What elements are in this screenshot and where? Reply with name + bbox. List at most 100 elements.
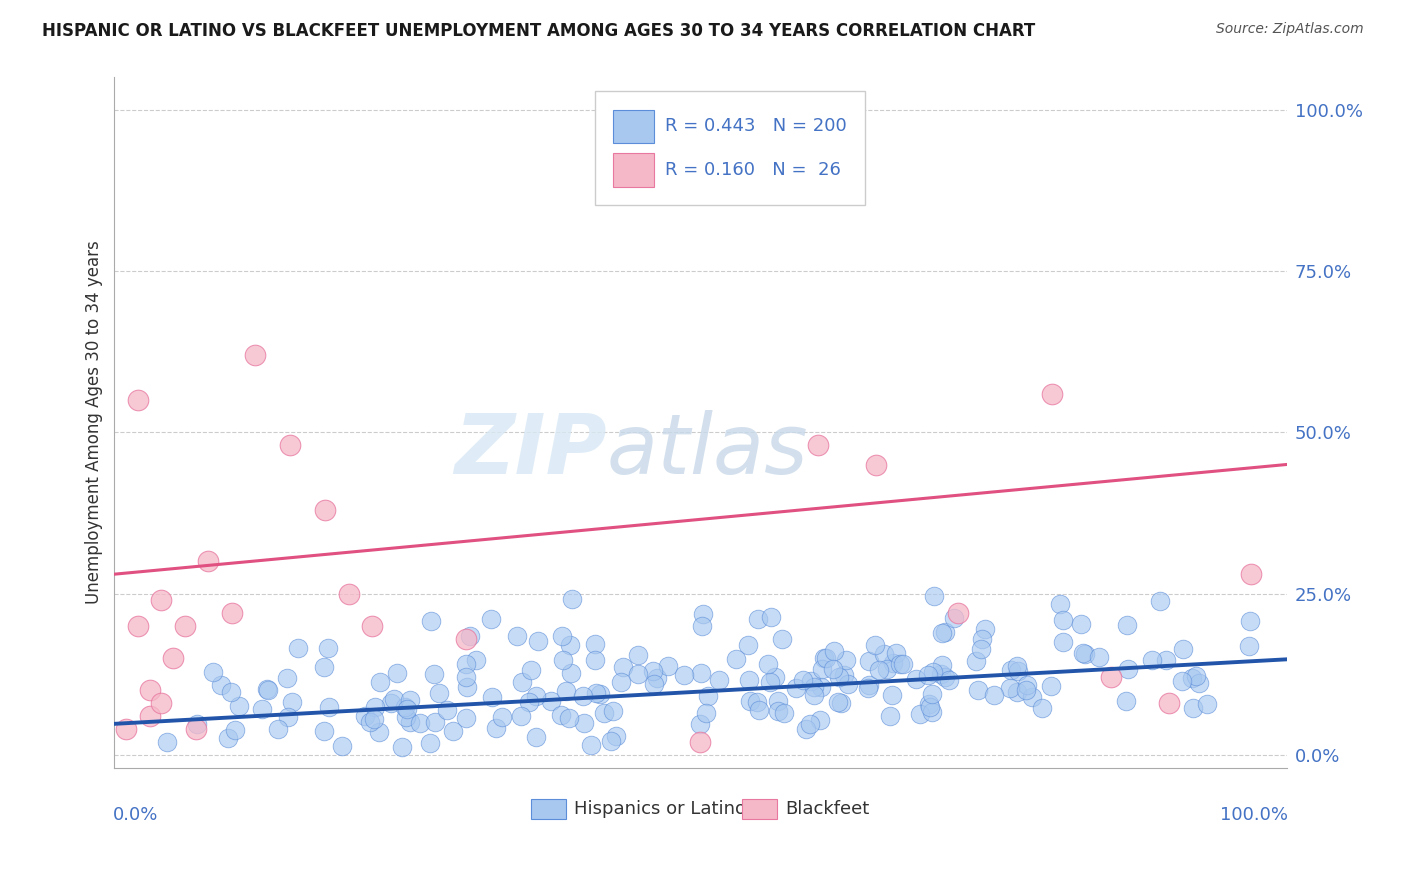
Point — [641, 665, 664, 679]
Point — [524, 730, 547, 744]
Point — [747, 612, 769, 626]
Point — [454, 632, 477, 646]
Point — [425, 714, 447, 729]
Point — [156, 734, 179, 748]
Point — [759, 609, 782, 624]
Point — [1185, 669, 1208, 683]
Point — [974, 622, 997, 636]
Point — [276, 671, 298, 685]
Point — [409, 716, 432, 731]
Point — [803, 680, 825, 694]
Point — [599, 733, 621, 747]
Point — [186, 717, 208, 731]
Point — [1000, 663, 1022, 677]
Point — [922, 665, 945, 679]
Point — [770, 632, 793, 647]
Point — [830, 697, 852, 711]
Point — [127, 619, 149, 633]
Point — [1240, 567, 1263, 582]
Point — [589, 687, 612, 701]
Point — [540, 694, 562, 708]
Point — [579, 738, 602, 752]
Point — [162, 651, 184, 665]
Point — [316, 641, 339, 656]
Point — [1187, 676, 1209, 690]
FancyBboxPatch shape — [613, 110, 654, 143]
Point — [920, 699, 942, 714]
FancyBboxPatch shape — [530, 798, 565, 820]
Point — [550, 708, 572, 723]
Point — [738, 673, 761, 687]
Point — [583, 653, 606, 667]
Point — [609, 674, 631, 689]
Text: ZIP: ZIP — [454, 409, 607, 491]
Point — [382, 691, 405, 706]
Point — [737, 638, 759, 652]
Point — [395, 701, 418, 715]
Point — [510, 675, 533, 690]
Point — [918, 697, 941, 711]
Point — [1181, 701, 1204, 715]
Point — [1195, 698, 1218, 712]
Point — [318, 699, 340, 714]
Point — [1239, 615, 1261, 629]
Point — [510, 708, 533, 723]
Point — [808, 713, 831, 727]
Point — [363, 712, 385, 726]
Point — [673, 668, 696, 682]
Point — [602, 704, 624, 718]
Point — [436, 703, 458, 717]
Point — [314, 660, 336, 674]
FancyBboxPatch shape — [741, 798, 776, 820]
Point — [363, 700, 385, 714]
Point — [554, 684, 576, 698]
Point — [810, 681, 832, 695]
Point — [391, 740, 413, 755]
Point — [931, 625, 953, 640]
Point — [917, 667, 939, 681]
Point — [745, 695, 768, 709]
Point — [1021, 690, 1043, 705]
Point — [361, 619, 384, 633]
Point — [558, 711, 581, 725]
Point — [399, 693, 422, 707]
Point — [427, 686, 450, 700]
Point — [517, 695, 540, 709]
Point — [835, 653, 858, 667]
Point — [772, 706, 794, 720]
Point — [1039, 679, 1062, 693]
Point — [150, 593, 173, 607]
Point — [491, 710, 513, 724]
Point — [173, 619, 195, 633]
Point — [441, 723, 464, 738]
Point — [938, 673, 960, 687]
Point — [1049, 597, 1071, 611]
Text: HISPANIC OR LATINO VS BLACKFEET UNEMPLOYMENT AMONG AGES 30 TO 34 YEARS CORRELATI: HISPANIC OR LATINO VS BLACKFEET UNEMPLOY… — [42, 22, 1035, 40]
Point — [520, 663, 543, 677]
Point — [380, 696, 402, 710]
Point — [965, 654, 987, 668]
Text: Blackfeet: Blackfeet — [785, 800, 869, 818]
Point — [837, 677, 859, 691]
Point — [605, 730, 627, 744]
Point — [1070, 617, 1092, 632]
Point — [456, 670, 478, 684]
Point — [419, 736, 441, 750]
Point — [454, 711, 477, 725]
Point — [330, 739, 353, 754]
Point — [278, 438, 301, 452]
Point — [803, 689, 825, 703]
Point — [813, 650, 835, 665]
Point — [1007, 664, 1029, 678]
Point — [266, 722, 288, 736]
Point — [560, 666, 582, 681]
Point — [1181, 671, 1204, 685]
Point — [1017, 678, 1039, 692]
Point — [879, 709, 901, 723]
Point — [485, 721, 508, 735]
Point — [832, 668, 855, 682]
Point — [312, 724, 335, 739]
Point — [748, 703, 770, 717]
Point — [353, 709, 375, 723]
Point — [138, 709, 160, 723]
